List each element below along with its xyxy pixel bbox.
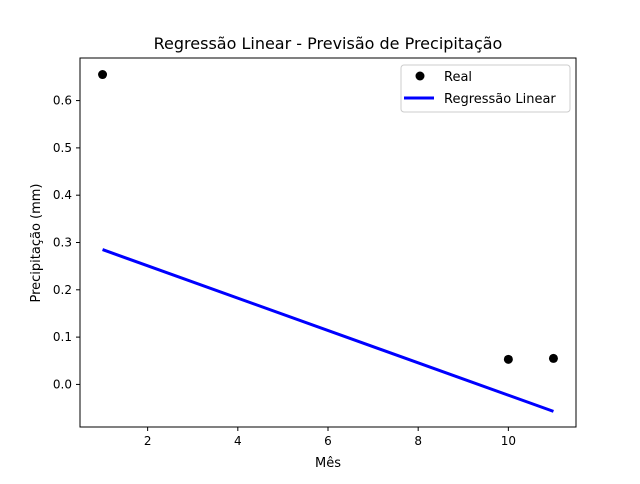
data-point-real: [548, 353, 558, 363]
y-tick-label: 0.6: [53, 94, 72, 108]
x-axis-label: Mês: [315, 456, 341, 471]
chart-title: Regressão Linear - Previsão de Precipita…: [154, 34, 503, 53]
y-tick-label: 0.5: [53, 141, 72, 155]
x-tick-label: 4: [234, 434, 242, 448]
legend-label-real: Real: [444, 70, 472, 85]
legend-marker-real: [415, 71, 425, 81]
x-axis-ticks: 2 4 6 8 10: [144, 427, 516, 448]
x-tick-label: 10: [501, 434, 516, 448]
y-tick-label: 0.2: [53, 283, 72, 297]
series-layer: [98, 70, 558, 413]
data-point-real: [98, 70, 108, 80]
y-tick-label: 0.3: [53, 236, 72, 250]
legend-label-regression: Regressão Linear: [444, 92, 556, 107]
legend: Real Regressão Linear: [400, 64, 571, 113]
x-tick-label: 2: [144, 434, 152, 448]
regression-line: [102, 248, 554, 413]
x-tick-label: 6: [324, 434, 332, 448]
data-point-real: [503, 354, 513, 364]
y-axis-ticks: 0.0 0.1 0.2 0.3 0.4 0.5 0.6: [53, 94, 80, 391]
legend-box: [400, 64, 571, 113]
x-tick-label: 8: [414, 434, 422, 448]
y-tick-label: 0.0: [53, 377, 72, 391]
y-tick-label: 0.4: [53, 188, 72, 202]
y-tick-label: 0.1: [53, 330, 72, 344]
y-axis-label: Precipitação (mm): [29, 183, 44, 302]
